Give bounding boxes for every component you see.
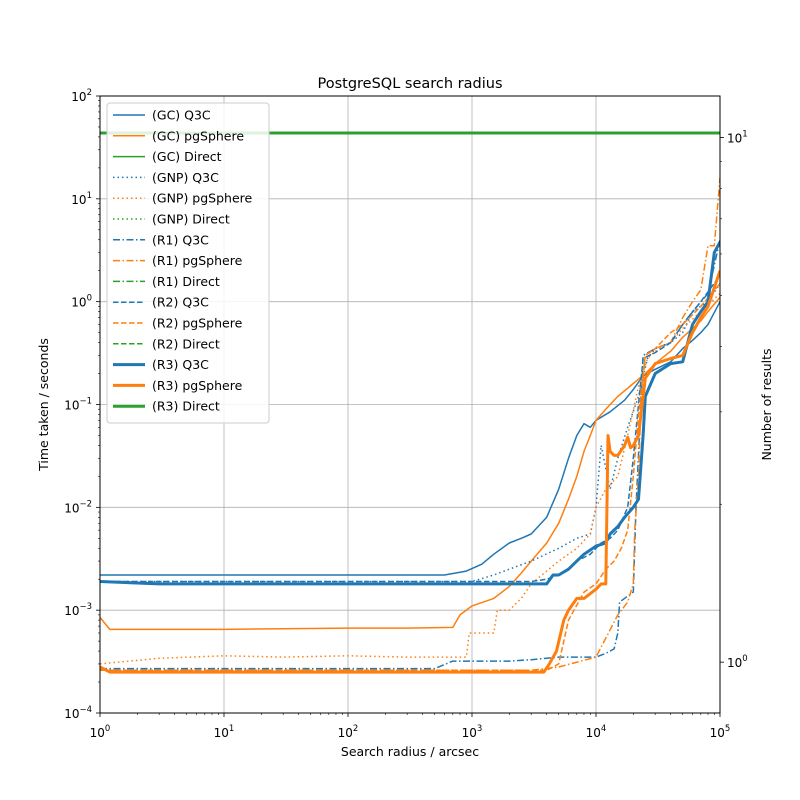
- y-tick-label: 10−3: [64, 602, 92, 618]
- x-tick-label-base: 10: [710, 726, 725, 740]
- y-tick-label-base: 10: [64, 501, 79, 515]
- y-tick-label-exponent: 0: [87, 294, 92, 304]
- legend-label: (GC) Q3C: [152, 108, 211, 123]
- x-tick-label: 105: [710, 724, 731, 740]
- x-tick-label: 104: [586, 724, 607, 740]
- y-tick-label: 102: [71, 88, 92, 104]
- y-tick-label: 100: [71, 294, 92, 310]
- y2-axis-label: Number of results: [759, 348, 774, 460]
- y2-tick-label-exponent: 1: [742, 130, 747, 140]
- legend-label: (GNP) pgSphere: [152, 191, 253, 206]
- y-tick-label-exponent: −3: [79, 602, 92, 612]
- x-axis-label: Search radius / arcsec: [341, 744, 479, 759]
- legend-label: (R3) Q3C: [152, 357, 209, 372]
- y-tick-label: 10−2: [64, 499, 92, 515]
- legend-label: (R3) pgSphere: [152, 378, 243, 393]
- legend-label: (GNP) Direct: [152, 212, 230, 227]
- y2-tick-label: 101: [727, 130, 748, 146]
- y-axis-label: Time taken / seconds: [36, 338, 51, 472]
- y2-tick-label-base: 10: [727, 132, 742, 146]
- x-tick-label-base: 10: [214, 726, 229, 740]
- x-tick-label-exponent: 4: [601, 724, 606, 734]
- y-tick-label: 10−1: [64, 397, 92, 413]
- legend-label: (GC) pgSphere: [152, 128, 244, 143]
- x-tick-label-exponent: 5: [725, 724, 730, 734]
- legend-label: (GC) Direct: [152, 149, 222, 164]
- legend-label: (GNP) Q3C: [152, 170, 219, 185]
- series-line-gc-q3c: [100, 301, 720, 576]
- y-tick-label-base: 10: [64, 604, 79, 618]
- x-axis: 100 101 102 103 104 105: [90, 713, 731, 740]
- legend-label: (R1) pgSphere: [152, 253, 243, 268]
- x-tick-label-exponent: 2: [353, 724, 358, 734]
- x-tick-label-exponent: 0: [105, 724, 110, 734]
- y-tick-label-base: 10: [71, 90, 86, 104]
- y-tick-label-exponent: −4: [79, 705, 92, 715]
- y-tick-label-exponent: 1: [87, 191, 92, 201]
- series-line-r3-pgsphere: [100, 270, 720, 674]
- x-tick-label-exponent: 3: [477, 724, 482, 734]
- y-tick-label: 101: [71, 191, 92, 207]
- y-tick-label-exponent: −2: [79, 499, 92, 509]
- x-tick-label-base: 10: [462, 726, 477, 740]
- y-tick-label-base: 10: [64, 399, 79, 413]
- chart-title: PostgreSQL search radius: [317, 76, 502, 92]
- legend-label: (R1) Direct: [152, 274, 220, 289]
- y-tick-label-exponent: −1: [79, 397, 92, 407]
- y-tick-label: 10−4: [64, 705, 92, 721]
- y2-tick-label-exponent: 0: [742, 654, 747, 664]
- series-line-gc-pgsphere: [100, 296, 720, 631]
- series-line-r2-q3c: [100, 274, 720, 583]
- y2-tick-label-base: 10: [727, 656, 742, 670]
- x-tick-label-base: 10: [338, 726, 353, 740]
- legend-label: (R2) pgSphere: [152, 316, 243, 331]
- y-tick-label-base: 10: [71, 193, 86, 207]
- x-tick-label: 101: [214, 724, 235, 740]
- series-line-gnp-pgsphere: [100, 292, 720, 665]
- y-tick-label-base: 10: [64, 707, 79, 721]
- y-tick-label-exponent: 2: [87, 88, 92, 98]
- x-tick-label: 100: [90, 724, 111, 740]
- series-line-r1-q3c: [100, 239, 720, 670]
- y-tick-label-base: 10: [71, 296, 86, 310]
- x-tick-label-exponent: 1: [229, 724, 234, 734]
- y2-tick-label: 100: [727, 654, 748, 670]
- plot-series-group: [100, 131, 720, 674]
- series-line-gnp-q3c: [100, 283, 720, 583]
- x-tick-label: 102: [338, 724, 359, 740]
- series-line-r2-pgsphere: [100, 283, 720, 672]
- x-tick-label-base: 10: [586, 726, 601, 740]
- legend-label: (R2) Q3C: [152, 295, 209, 310]
- x-tick-label: 103: [462, 724, 483, 740]
- x-tick-label-base: 10: [90, 726, 105, 740]
- legend-box: [106, 102, 270, 424]
- legend-label: (R2) Direct: [152, 336, 220, 351]
- legend: (GC) Q3C (GC) pgSphere (GC) Direct (GNP) Q3…: [106, 102, 270, 424]
- legend-label: (R1) Q3C: [152, 232, 209, 247]
- legend-label: (R3) Direct: [152, 399, 220, 414]
